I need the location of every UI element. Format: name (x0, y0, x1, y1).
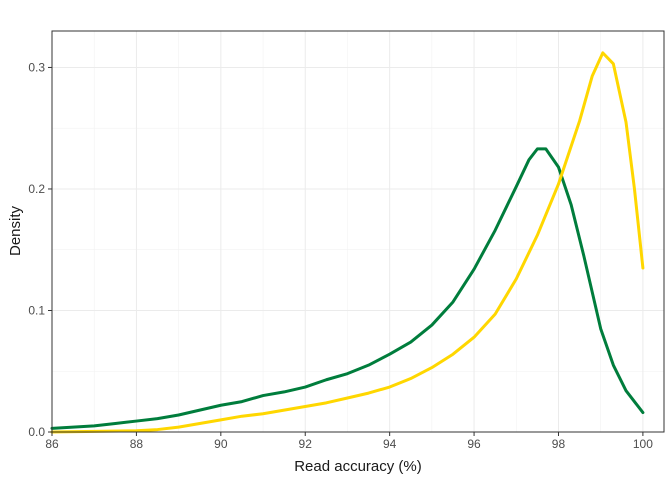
x-tick-label: 86 (45, 437, 59, 451)
axis-ticks: 86 88 90 92 94 96 98 100 0.0 0.1 0.2 0.3 (28, 60, 653, 451)
x-tick-label: 94 (383, 437, 397, 451)
x-tick-label: 90 (214, 437, 228, 451)
x-tick-label: 98 (552, 437, 566, 451)
x-tick-label: 92 (299, 437, 313, 451)
x-tick-label: 96 (467, 437, 481, 451)
x-axis-title: Read accuracy (%) (294, 458, 422, 475)
series-line-1 (50, 147, 645, 430)
x-tick-label: 100 (633, 437, 653, 451)
y-tick-label: 0.3 (28, 60, 45, 74)
plot-panel (52, 31, 664, 432)
plot-border (51, 30, 665, 433)
y-tick-label: 0.0 (28, 425, 45, 439)
x-tick-label: 88 (130, 437, 144, 451)
y-tick-label: 0.2 (28, 182, 45, 196)
y-axis-title: Density (7, 205, 24, 256)
y-tick-label: 0.1 (28, 303, 45, 317)
series-lines (50, 51, 645, 434)
series-line-2 (50, 51, 645, 434)
minor-gridlines (52, 31, 664, 432)
